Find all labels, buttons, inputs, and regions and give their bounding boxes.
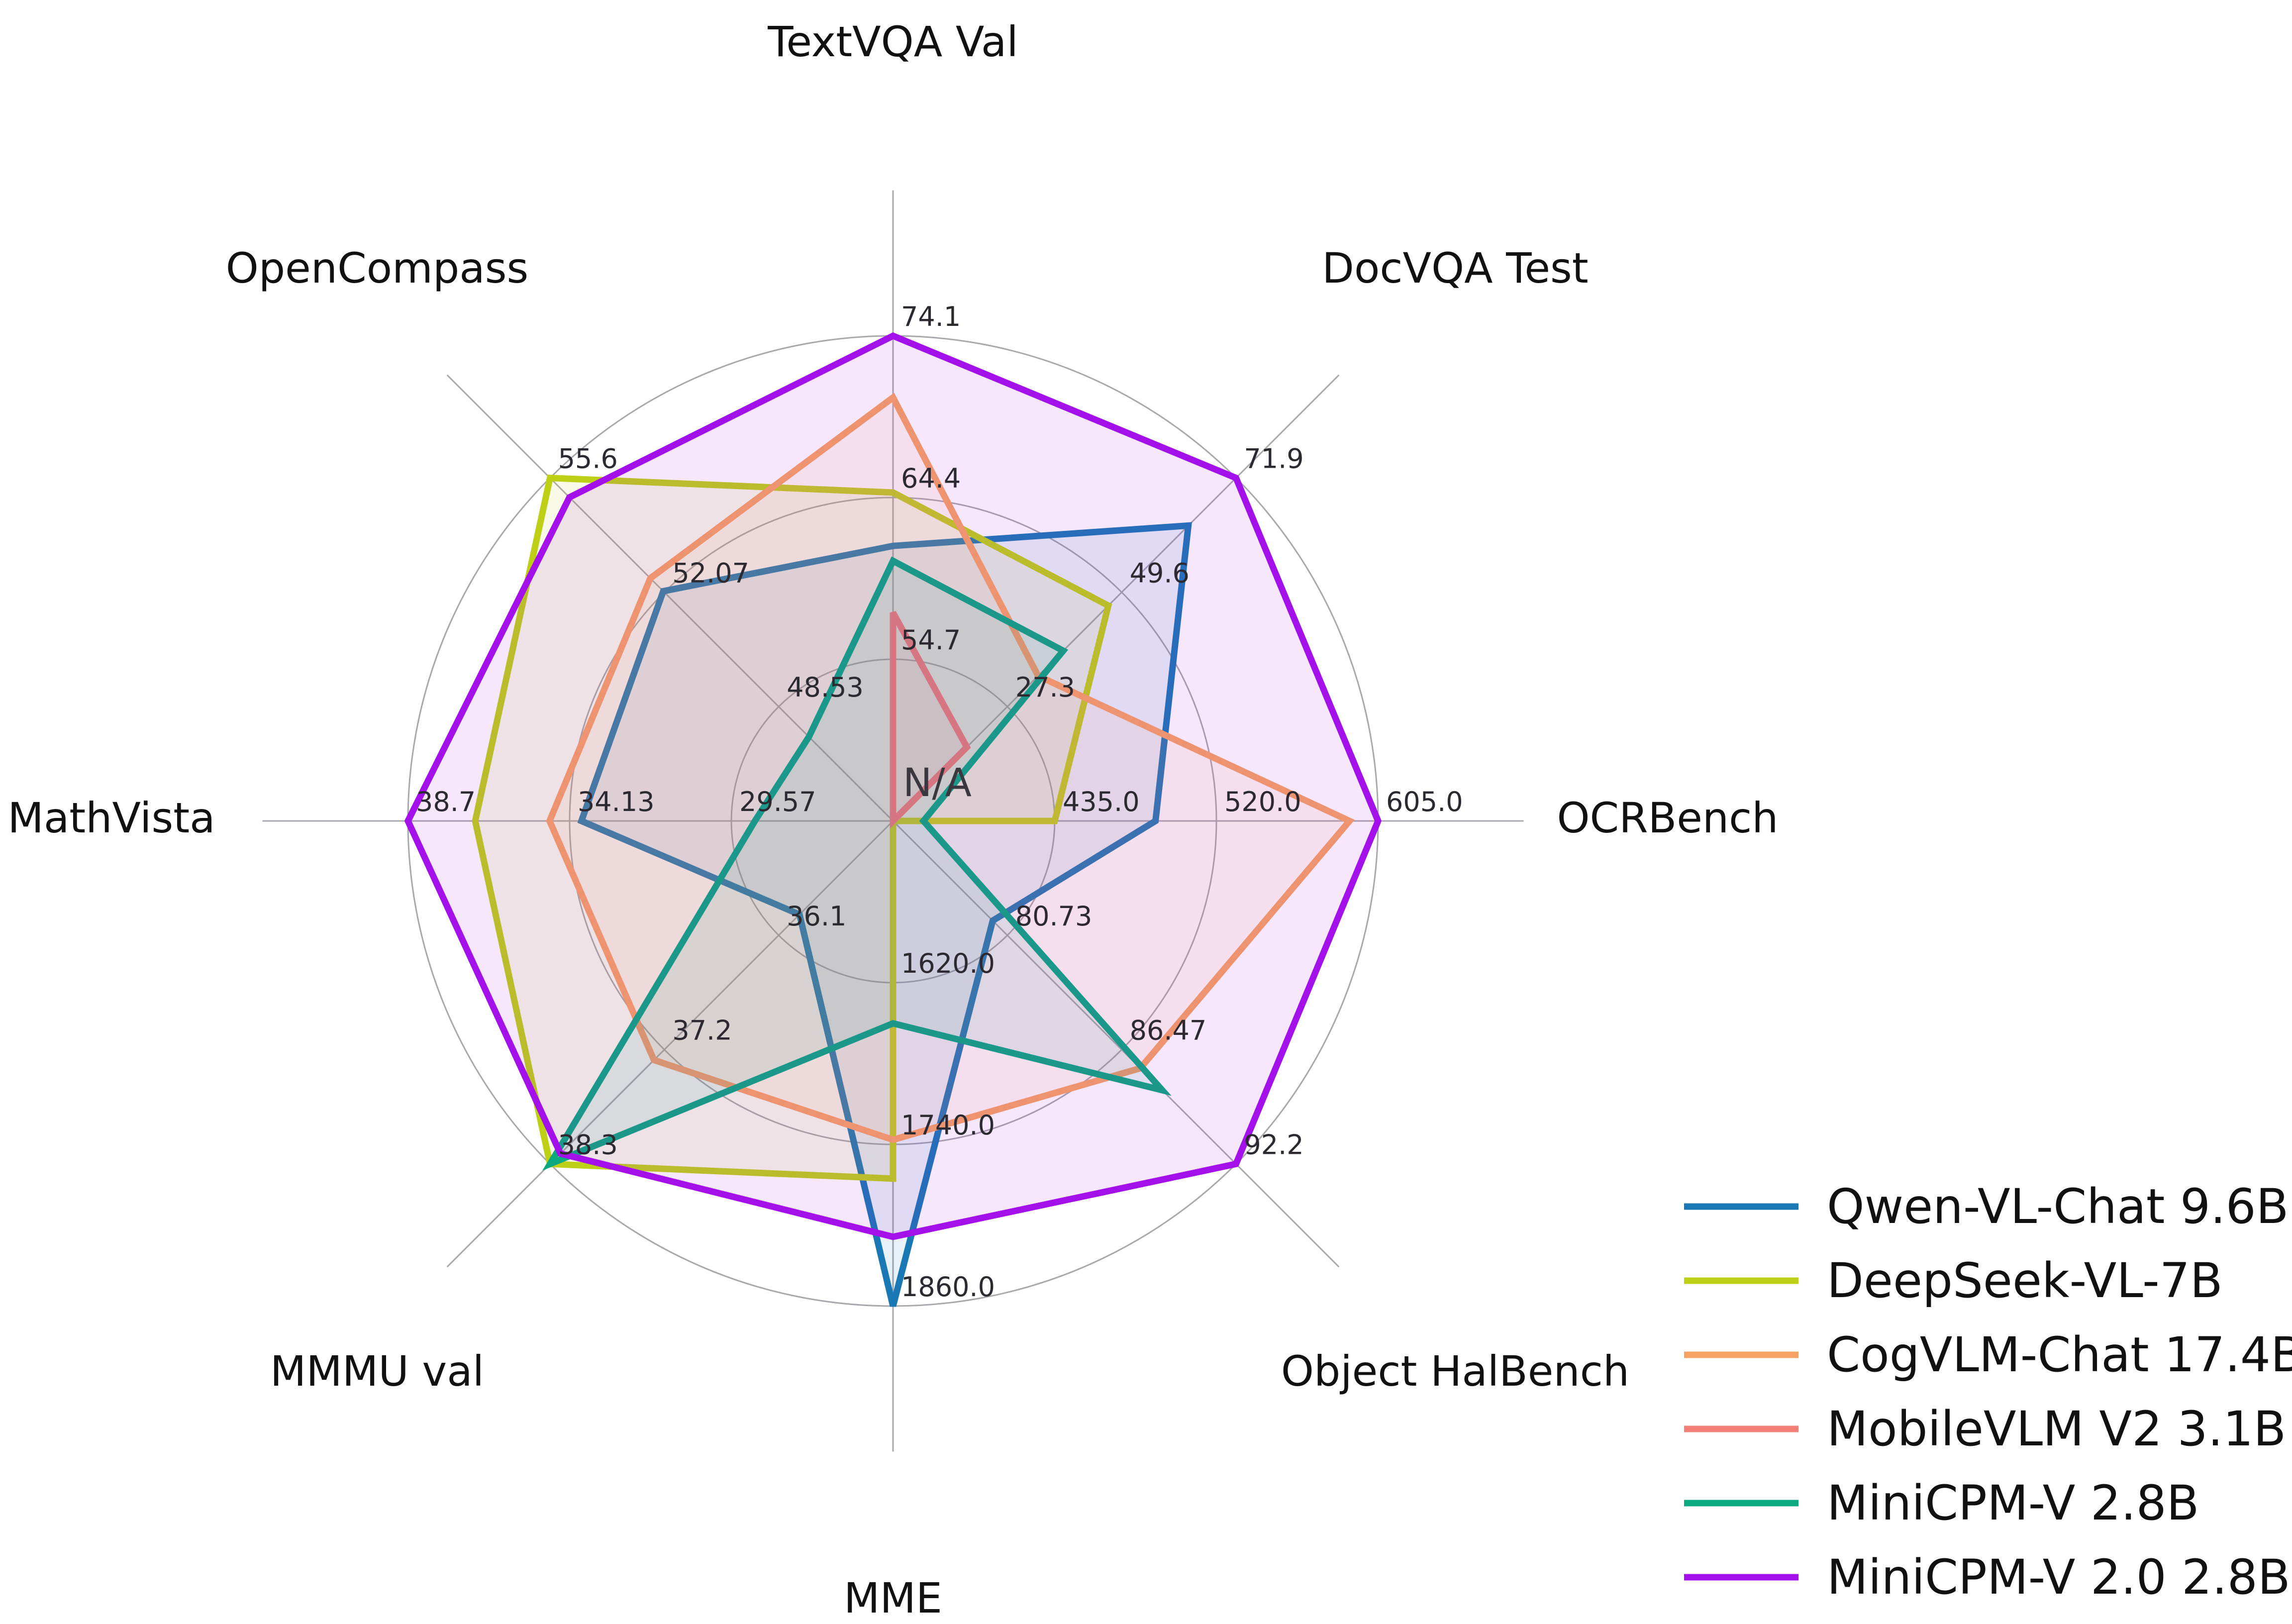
tick-label: 1620.0 bbox=[901, 948, 995, 979]
tick-label: 37.2 bbox=[672, 1015, 732, 1046]
grid-spoke bbox=[892, 820, 1340, 1268]
axis-title-mme: MME bbox=[844, 1574, 942, 1623]
tick-label: 38.7 bbox=[416, 786, 476, 817]
legend-item: Qwen-VL-Chat 9.6B bbox=[1684, 1179, 2289, 1234]
axis-titles: TextVQA Val DocVQA Test OCRBench Object Hal… bbox=[7, 17, 1778, 1623]
tick-label: 86.47 bbox=[1130, 1015, 1207, 1046]
legend-item: CogVLM-Chat 17.4B bbox=[1684, 1327, 2292, 1383]
tick-labels: 54.7 64.4 74.1 27.3 49.6 71.9 435.0 520.0 605.0 8… bbox=[416, 301, 1463, 1303]
legend-label: MiniCPM-V 2.0 2.8B bbox=[1827, 1549, 2291, 1605]
tick-label: 27.3 bbox=[1015, 672, 1075, 703]
legend-item: MiniCPM-V 2.8B bbox=[1684, 1475, 2199, 1531]
grid-spoke bbox=[446, 374, 894, 822]
tick-label: 55.6 bbox=[558, 443, 618, 475]
tick-label: 92.2 bbox=[1244, 1129, 1303, 1160]
series-polygon-minicpm-v-2-8b bbox=[542, 556, 1172, 1171]
tick-label: 520.0 bbox=[1224, 786, 1301, 817]
legend-label: MiniCPM-V 2.8B bbox=[1827, 1475, 2199, 1531]
tick-label: 34.13 bbox=[578, 786, 655, 817]
tick-label: 49.6 bbox=[1130, 557, 1190, 589]
series-polygon-qwen-vl-chat-9-6b bbox=[577, 522, 1192, 1307]
tick-label: 1740.0 bbox=[901, 1110, 995, 1141]
axis-title-object-halbench: Object HalBench bbox=[1281, 1347, 1629, 1396]
legend-label: Qwen-VL-Chat 9.6B bbox=[1827, 1179, 2289, 1234]
series-polygon-mobilevlm-v2-3-1b bbox=[890, 611, 971, 829]
tick-label: 80.73 bbox=[1015, 901, 1093, 932]
tick-label: 74.1 bbox=[901, 301, 961, 332]
legend-item: MiniCPM-V 2.0 2.8B bbox=[1684, 1549, 2291, 1605]
tick-label: 29.57 bbox=[739, 786, 816, 817]
axis-title-docvqa-test: DocVQA Test bbox=[1322, 244, 1588, 293]
tick-label: 605.0 bbox=[1386, 786, 1463, 817]
axis-title-opencompass: OpenCompass bbox=[226, 244, 529, 293]
tick-label: 36.1 bbox=[787, 901, 846, 932]
tick-label: 64.4 bbox=[901, 463, 961, 494]
tick-label: 48.53 bbox=[787, 672, 864, 703]
series-polygon-minicpm-v-2-0-2-8b bbox=[404, 332, 1382, 1240]
tick-label: 435.0 bbox=[1063, 786, 1140, 817]
legend-item: DeepSeek-VL-7B bbox=[1684, 1253, 2223, 1309]
tick-label: 1860.0 bbox=[901, 1271, 995, 1303]
tick-label: 38.3 bbox=[558, 1129, 618, 1160]
series-polygons bbox=[404, 332, 1382, 1307]
grid-spoke bbox=[446, 820, 894, 1268]
legend-label: CogVLM-Chat 17.4B bbox=[1827, 1327, 2292, 1383]
tick-label: 54.7 bbox=[901, 624, 961, 656]
axis-title-textvqa-val: TextVQA Val bbox=[767, 17, 1018, 66]
tick-label: 71.9 bbox=[1244, 443, 1303, 475]
axis-title-ocrbench: OCRBench bbox=[1557, 794, 1778, 842]
legend: Qwen-VL-Chat 9.6B DeepSeek-VL-7B CogVLM-Ch… bbox=[1684, 1179, 2292, 1605]
axis-title-mathvista: MathVista bbox=[7, 794, 215, 842]
tick-label: 52.07 bbox=[672, 557, 749, 589]
center-na-label: N/A bbox=[903, 761, 972, 806]
legend-item: MobileVLM V2 3.1B bbox=[1684, 1401, 2286, 1457]
legend-label: MobileVLM V2 3.1B bbox=[1827, 1401, 2286, 1457]
legend-label: DeepSeek-VL-7B bbox=[1827, 1253, 2223, 1309]
axis-title-mmmu-val: MMMU val bbox=[270, 1347, 484, 1396]
